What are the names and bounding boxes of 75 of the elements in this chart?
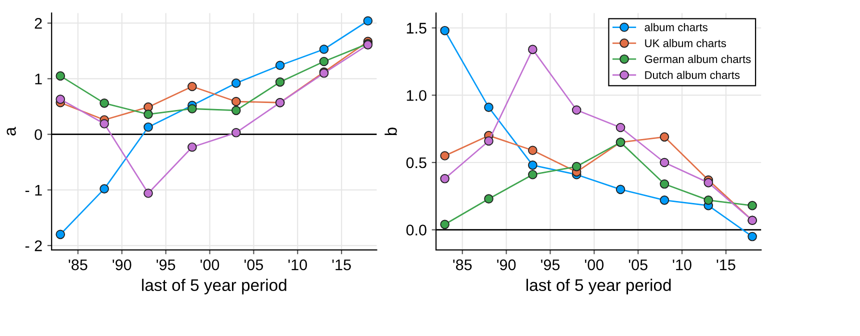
x-tick-label: '90 [497,259,516,270]
point [56,71,66,81]
point [528,44,538,54]
x-tick-label: '10 [672,259,692,270]
y-tick-label: 2 [34,18,42,29]
y-tick-label: 1.5 [406,22,426,34]
x-tick-label: '00 [200,259,220,270]
legend-label: German album charts [644,54,751,64]
y-tick-label: - 1 [25,184,42,196]
point [231,96,241,106]
point [56,230,66,240]
point [319,56,329,66]
y-tick-label: 0 [34,129,42,140]
y-axis-title: b [384,128,397,136]
y-tick-label: - 2 [25,240,42,252]
point [144,188,153,198]
point [748,232,757,242]
point [748,200,757,210]
point [231,78,241,88]
point [188,142,197,152]
y-tick-label: 1 [35,74,42,84]
x-tick-label: '95 [156,259,176,270]
point [572,105,582,115]
y-tick-label: 1.0 [406,90,426,101]
point [704,196,714,205]
x-tick-label: '85 [453,259,472,270]
x-tick-label: '10 [288,259,307,270]
point [660,196,670,205]
point [231,128,241,138]
point [704,178,714,188]
x-axis-title: last of 5 year period [526,278,671,294]
x-tick-label: '05 [244,259,263,270]
point [100,184,109,194]
point [231,106,241,116]
x-tick-label: '05 [628,259,648,270]
legend-label: Dutch album charts [645,70,740,80]
y-tick-label: 0.0 [406,224,426,236]
point [275,77,285,87]
point [319,44,329,54]
y-axis-title: a [6,126,16,136]
point [616,184,626,194]
x-tick-label: '00 [584,259,604,270]
point [484,102,494,112]
point [363,16,373,26]
x-tick-label: '15 [332,260,351,270]
point [144,122,153,132]
point [440,174,450,184]
point [616,122,626,132]
legend-label: UK album charts [645,39,726,48]
point [660,158,670,168]
point [188,82,197,92]
point [484,194,494,204]
x-tick-label: '90 [112,259,132,270]
point [660,132,670,142]
point [528,170,538,180]
point [440,151,450,160]
point [528,160,538,170]
point [56,94,66,104]
point [100,119,109,128]
point [572,162,582,172]
point [100,98,109,108]
legend-label: album charts [644,23,708,32]
x-axis-title: last of 5 year period [142,278,286,294]
y-tick-label: 0.5 [406,157,426,168]
point [275,60,285,70]
x-tick-label: '95 [541,259,560,270]
point [188,104,197,114]
point [440,26,450,36]
point [528,146,538,156]
point [660,179,670,189]
x-tick-label: '85 [68,259,88,270]
point [484,136,494,146]
x-tick-label: '15 [716,260,736,270]
point [144,110,153,119]
point [440,220,450,230]
